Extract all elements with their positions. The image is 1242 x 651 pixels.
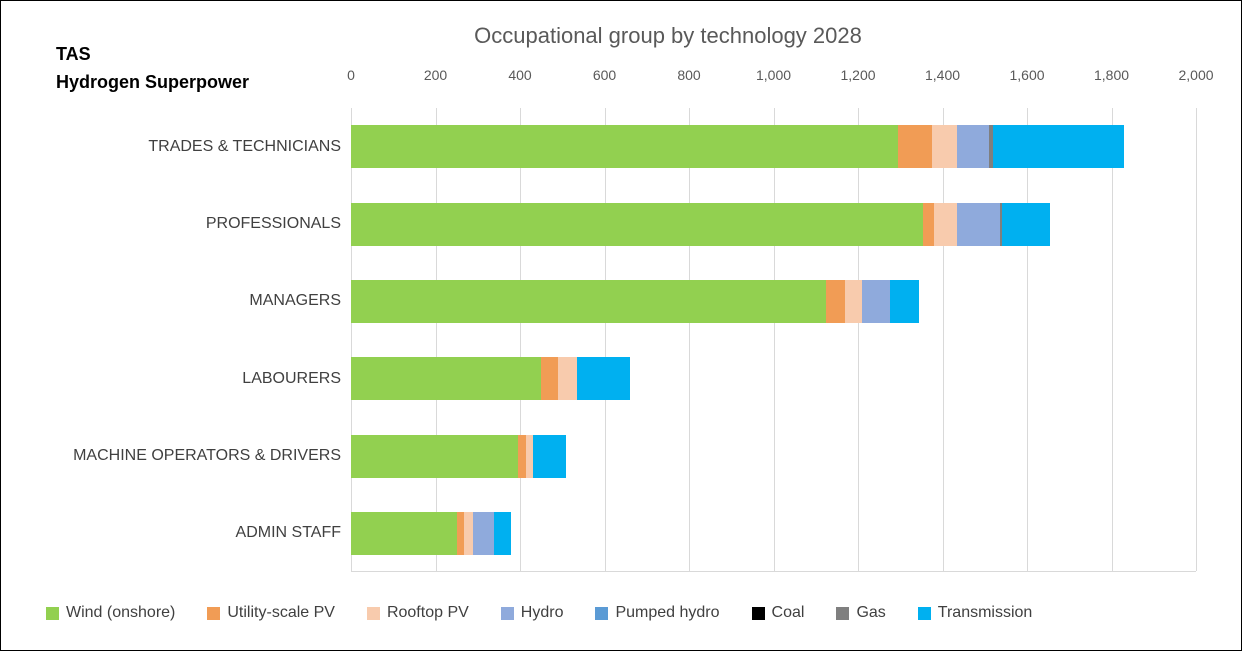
category-axis-labels: TRADES & TECHNICIANS PROFESSIONALS MANAGER… (1, 108, 341, 572)
legend-swatch (500, 606, 514, 620)
gridline (520, 108, 521, 571)
bar-row (351, 357, 630, 401)
legend-swatch (836, 606, 850, 620)
bar-row (351, 434, 567, 478)
corner-label-line2: Hydrogen Superpower (56, 71, 250, 92)
bar-segment (541, 357, 559, 401)
bar-segment (577, 357, 630, 401)
bar-segment (999, 202, 1002, 246)
legend-label: Hydro (520, 604, 564, 621)
category-label: PROFESSIONALS (205, 214, 341, 232)
gridline (1027, 108, 1028, 571)
x-tick-label: 1,000 (755, 67, 792, 83)
x-tick-label: 200 (423, 67, 448, 83)
gridline (1196, 108, 1197, 571)
x-axis-tick-labels: 0 200 400 600 800 1,000 1,200 1,400 1,600 1,800 2,… (347, 67, 1213, 85)
x-tick-label: 800 (677, 67, 701, 83)
legend-item: Rooftop PV (366, 604, 469, 622)
legend-item: Hydro (500, 604, 564, 622)
legend-item: Pumped hydro (595, 604, 720, 622)
legend-swatch (751, 606, 765, 620)
bar-segment (464, 511, 473, 555)
bar-segment (826, 279, 846, 323)
legend-swatch (917, 606, 931, 620)
bar-segment (351, 357, 542, 401)
bar-segment (493, 511, 511, 555)
legend-item: Gas (836, 604, 886, 622)
bar-segment (351, 125, 899, 169)
legend-label: Utility-scale PV (227, 604, 335, 621)
plot-area (351, 108, 1197, 572)
bar-segment (957, 125, 989, 169)
gridline (773, 108, 775, 571)
chart-title: Occupational group by technology 2028 (474, 23, 862, 48)
x-tick-label: 600 (592, 67, 617, 83)
x-tick-label: 1,200 (840, 67, 876, 83)
bar-segment (931, 125, 958, 169)
bar-segment (526, 434, 533, 478)
gridline (604, 108, 606, 571)
category-label: MANAGERS (249, 292, 341, 310)
legend-swatch (46, 606, 59, 620)
bar-segment (889, 279, 920, 323)
legend-label: Rooftop PV (386, 604, 469, 621)
legend-swatch (366, 606, 380, 620)
bar-segment (862, 279, 890, 323)
legend-swatch (595, 606, 609, 620)
bar-segment (993, 125, 1125, 169)
bar-segment (351, 434, 518, 478)
x-tick-label: 1,600 (1009, 67, 1045, 83)
x-tick-label: 1,400 (924, 67, 961, 83)
legend-label: Transmission (937, 604, 1033, 621)
legend-item: Transmission (917, 604, 1033, 622)
bar-segment (1001, 202, 1051, 246)
legend-label: Wind (onshore) (66, 604, 176, 621)
bar-segment (923, 202, 935, 246)
category-label: ADMIN STAFF (235, 524, 341, 542)
bar-segment (351, 279, 827, 323)
bar-row (351, 202, 1051, 246)
bar-row (351, 279, 920, 323)
bar-segment (845, 279, 863, 323)
category-label: LABOURERS (242, 369, 341, 387)
bar-segment (934, 202, 958, 246)
category-label: MACHINE OPERATORS & DRIVERS (73, 446, 341, 464)
legend-label: Coal (771, 604, 805, 621)
legend: Wind (onshore) Utility-scale PV Rooftop PV… (46, 604, 1032, 622)
gridline (942, 108, 944, 571)
gridline (689, 108, 690, 571)
gridline (351, 108, 352, 571)
bar-segment (472, 511, 494, 555)
bar-segment (532, 434, 567, 478)
legend-item: Utility-scale PV (207, 604, 335, 622)
gridline (435, 108, 437, 571)
category-label: TRADES & TECHNICIANS (148, 137, 341, 155)
x-tick-label: 0 (347, 67, 355, 83)
bar-row (351, 511, 511, 555)
legend-item: Wind (onshore) (46, 604, 175, 622)
legend-label: Pumped hydro (615, 604, 720, 621)
chart-corner-label: TAS Hydrogen Superpower (56, 41, 249, 97)
legend-item: Coal (751, 604, 805, 622)
corner-label-line1: TAS (56, 44, 91, 64)
bar-segment (988, 125, 994, 169)
gridline (858, 108, 859, 571)
bar-row (351, 125, 1125, 169)
bar-segment (517, 434, 527, 478)
x-tick-label: 1,800 (1093, 67, 1130, 83)
bar-segment (351, 202, 924, 246)
gridline (1111, 108, 1113, 571)
x-tick-label: 400 (508, 67, 532, 83)
bar-segment (898, 125, 932, 169)
legend-swatch (207, 606, 221, 620)
bar-segment (351, 511, 457, 555)
bar-segment (558, 357, 578, 401)
legend-label: Gas (856, 604, 886, 621)
x-tick-label: 2,000 (1178, 67, 1214, 83)
bar-segment (957, 202, 1000, 246)
bar-segment (456, 511, 465, 555)
